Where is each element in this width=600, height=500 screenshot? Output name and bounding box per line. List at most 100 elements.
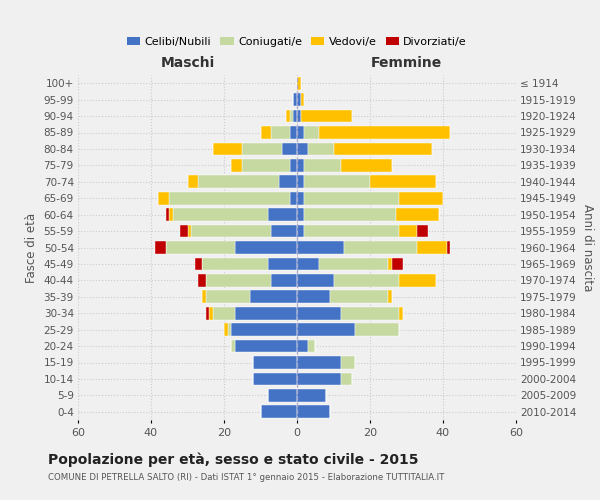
Bar — [235, 241, 297, 254]
Bar — [297, 290, 330, 303]
Bar — [290, 126, 297, 139]
Bar — [206, 274, 271, 287]
Bar — [297, 356, 341, 369]
Bar — [271, 126, 290, 139]
Bar — [235, 307, 297, 320]
Bar — [290, 110, 293, 122]
Text: Femmine: Femmine — [371, 56, 442, 70]
Bar — [187, 176, 199, 188]
Bar — [297, 192, 304, 204]
Bar — [297, 224, 304, 237]
Bar — [341, 372, 352, 386]
Y-axis label: Anni di nascita: Anni di nascita — [581, 204, 593, 291]
Bar — [297, 142, 308, 156]
Bar — [341, 159, 392, 172]
Bar — [297, 274, 334, 287]
Bar — [330, 290, 388, 303]
Bar — [341, 307, 399, 320]
Text: Maschi: Maschi — [160, 56, 215, 70]
Bar — [399, 224, 418, 237]
Bar — [213, 307, 235, 320]
Bar — [242, 159, 290, 172]
Bar — [286, 110, 290, 122]
Bar — [334, 274, 399, 287]
Bar — [260, 126, 271, 139]
Bar — [297, 307, 341, 320]
Bar — [392, 258, 403, 270]
Bar — [301, 93, 304, 106]
Bar — [297, 159, 304, 172]
Bar — [297, 77, 301, 90]
Bar — [297, 340, 308, 352]
Bar — [418, 224, 428, 237]
Bar — [341, 356, 355, 369]
Bar — [268, 208, 297, 221]
Bar — [235, 340, 297, 352]
Bar — [304, 224, 399, 237]
Bar — [213, 142, 242, 156]
Bar — [268, 389, 297, 402]
Bar — [319, 258, 388, 270]
Bar — [297, 258, 319, 270]
Bar — [180, 224, 187, 237]
Bar — [297, 176, 304, 188]
Bar — [173, 208, 268, 221]
Bar — [297, 93, 301, 106]
Bar — [304, 176, 370, 188]
Bar — [293, 110, 297, 122]
Bar — [209, 307, 213, 320]
Bar — [395, 208, 439, 221]
Bar — [199, 176, 279, 188]
Bar — [279, 176, 297, 188]
Bar — [260, 406, 297, 418]
Bar — [304, 159, 341, 172]
Bar — [199, 274, 206, 287]
Bar — [293, 93, 297, 106]
Bar — [297, 126, 304, 139]
Bar — [250, 290, 297, 303]
Bar — [370, 176, 436, 188]
Bar — [166, 208, 169, 221]
Bar — [308, 340, 315, 352]
Bar — [283, 142, 297, 156]
Bar — [232, 159, 242, 172]
Bar — [232, 323, 297, 336]
Bar — [202, 290, 206, 303]
Bar — [166, 241, 235, 254]
Bar — [297, 372, 341, 386]
Bar — [304, 126, 319, 139]
Bar — [399, 307, 403, 320]
Bar — [297, 323, 355, 336]
Bar — [297, 389, 326, 402]
Bar — [224, 323, 227, 336]
Bar — [297, 110, 301, 122]
Bar — [169, 208, 173, 221]
Bar — [268, 258, 297, 270]
Bar — [158, 192, 169, 204]
Bar — [355, 323, 399, 336]
Bar — [290, 159, 297, 172]
Bar — [155, 241, 166, 254]
Bar — [191, 224, 271, 237]
Bar — [187, 224, 191, 237]
Bar — [399, 192, 443, 204]
Bar — [242, 142, 283, 156]
Bar — [418, 241, 446, 254]
Bar — [290, 192, 297, 204]
Bar — [202, 258, 268, 270]
Legend: Celibi/Nubili, Coniugati/e, Vedovi/e, Divorziati/e: Celibi/Nubili, Coniugati/e, Vedovi/e, Di… — [122, 32, 472, 51]
Text: COMUNE DI PETRELLA SALTO (RI) - Dati ISTAT 1° gennaio 2015 - Elaborazione TUTTIT: COMUNE DI PETRELLA SALTO (RI) - Dati IST… — [48, 472, 445, 482]
Bar — [304, 208, 395, 221]
Bar — [308, 142, 334, 156]
Bar — [232, 340, 235, 352]
Bar — [446, 241, 450, 254]
Bar — [169, 192, 290, 204]
Bar — [399, 274, 436, 287]
Bar — [227, 323, 232, 336]
Bar — [297, 208, 304, 221]
Bar — [253, 372, 297, 386]
Bar — [297, 241, 344, 254]
Bar — [388, 258, 392, 270]
Bar — [271, 224, 297, 237]
Text: Popolazione per età, sesso e stato civile - 2015: Popolazione per età, sesso e stato civil… — [48, 452, 419, 467]
